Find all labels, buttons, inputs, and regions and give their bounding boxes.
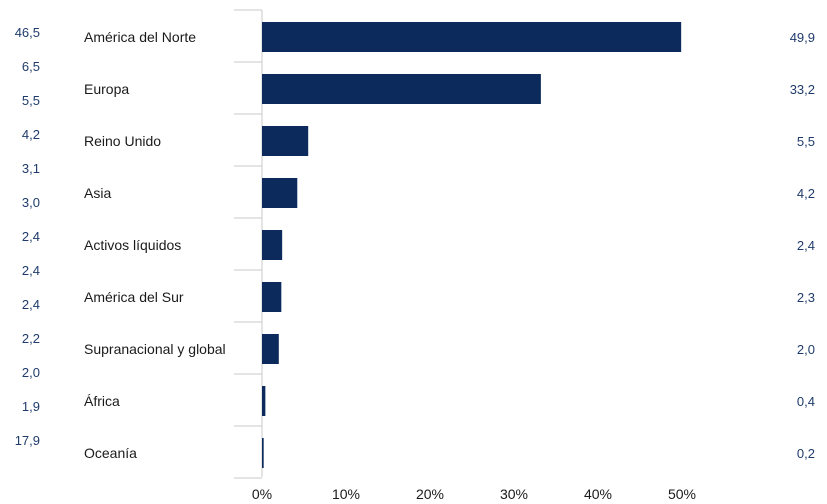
- value-labels: 49,9 33,2 5,5 4,2 2,4 2,3 2,0 0,4 0,2: [790, 30, 815, 461]
- axes: [234, 9, 263, 479]
- category-labels: América del Norte Europa Reino Unido Asia Ac…: [84, 29, 226, 461]
- left-value-label: 3,1: [22, 161, 40, 176]
- left-value-label: 17,9: [15, 433, 40, 448]
- x-tick-label: 0%: [252, 486, 272, 502]
- category-label: Activos líquidos: [84, 237, 181, 253]
- category-label: América del Norte: [84, 29, 196, 45]
- left-value-label: 2,4: [22, 263, 40, 278]
- value-label: 5,5: [797, 134, 815, 149]
- value-label: 0,2: [797, 446, 815, 461]
- bar: [262, 22, 682, 52]
- bar: [262, 386, 266, 416]
- value-label: 33,2: [790, 82, 815, 97]
- bar: [262, 74, 541, 104]
- left-value-label: 5,5: [22, 93, 40, 108]
- bar: [262, 178, 298, 208]
- value-label: 4,2: [797, 186, 815, 201]
- left-value-label: 4,2: [22, 127, 40, 142]
- left-value-label: 2,4: [22, 229, 40, 244]
- left-value-label: 3,0: [22, 195, 40, 210]
- bar: [262, 126, 309, 156]
- value-label: 49,9: [790, 30, 815, 45]
- left-value-label: 1,9: [22, 399, 40, 414]
- left-value-label: 6,5: [22, 59, 40, 74]
- category-label: Reino Unido: [84, 133, 161, 149]
- x-axis-tick-labels: 0% 10% 20% 30% 40% 50%: [252, 486, 696, 502]
- left-value-label: 46,5: [15, 25, 40, 40]
- value-label: 2,4: [797, 238, 815, 253]
- left-value-label: 2,4: [22, 297, 40, 312]
- category-label: América del Sur: [84, 289, 184, 305]
- x-tick-label: 40%: [584, 486, 612, 502]
- category-label: África: [84, 393, 120, 409]
- bars: [262, 22, 682, 468]
- value-label: 2,3: [797, 290, 815, 305]
- bar: [262, 334, 279, 364]
- left-value-label: 2,0: [22, 365, 40, 380]
- category-label: Supranacional y global: [84, 341, 226, 357]
- left-value-labels: 46,5 6,5 5,5 4,2 3,1 3,0 2,4 2,4 2,4 2,2 2,0 1,9 17,…: [15, 25, 40, 448]
- value-label: 2,0: [797, 342, 815, 357]
- left-value-label: 2,2: [22, 331, 40, 346]
- category-label: Europa: [84, 81, 129, 97]
- x-tick-label: 50%: [668, 486, 696, 502]
- bar: [262, 282, 282, 312]
- x-tick-label: 20%: [416, 486, 444, 502]
- x-tick-label: 30%: [500, 486, 528, 502]
- bar: [262, 438, 264, 468]
- category-label: Oceanía: [84, 445, 137, 461]
- category-label: Asia: [84, 185, 111, 201]
- value-label: 0,4: [797, 394, 815, 409]
- x-tick-label: 10%: [332, 486, 360, 502]
- bar: [262, 230, 283, 260]
